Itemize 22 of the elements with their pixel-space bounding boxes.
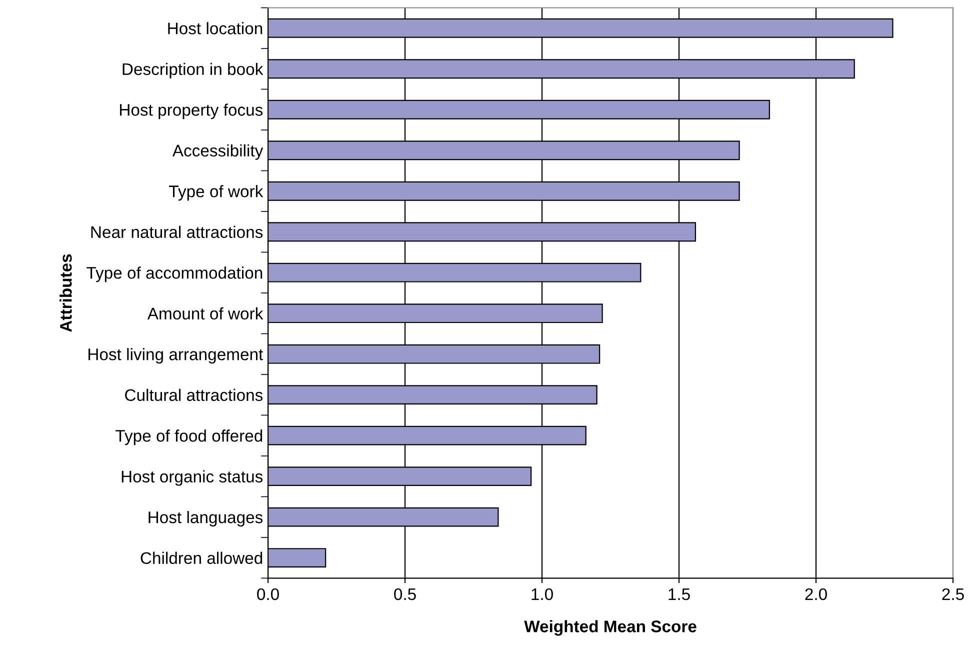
x-tick-label: 2.0 — [805, 588, 827, 600]
x-tick-label: 2.5 — [942, 588, 964, 600]
x-tick-label: 1.0 — [532, 588, 553, 600]
y-tick-label: Near natural attractions — [91, 226, 263, 238]
x-tick-label: 0.5 — [394, 588, 416, 600]
y-tick-label: Children allowed — [140, 552, 262, 564]
y-tick-label: Host organic status — [122, 470, 263, 486]
y-tick-label: Host location — [168, 22, 262, 34]
y-tick-label: Host living arrangement — [88, 348, 264, 364]
x-tick-label: 1.5 — [668, 588, 690, 600]
y-tick-label: Type of food offered — [116, 430, 262, 446]
y-tick-label: Host property focus — [120, 104, 263, 120]
y-tick-label: Accessibility — [172, 144, 264, 160]
y-tick-label: Description in book — [122, 62, 264, 78]
y-tick-label: Type of work — [169, 185, 264, 201]
y-axis-title: Attributes — [60, 254, 72, 332]
y-tick-label: Cultural attractions — [125, 388, 263, 402]
y-tick-label: Amount of work — [147, 307, 264, 320]
x-tick-label: 0.0 — [257, 588, 279, 600]
x-axis-title: Weighted Mean Score — [524, 620, 696, 636]
y-tick-label: Type of accommodation — [86, 266, 262, 282]
y-tick-label: Host languages — [148, 511, 263, 527]
